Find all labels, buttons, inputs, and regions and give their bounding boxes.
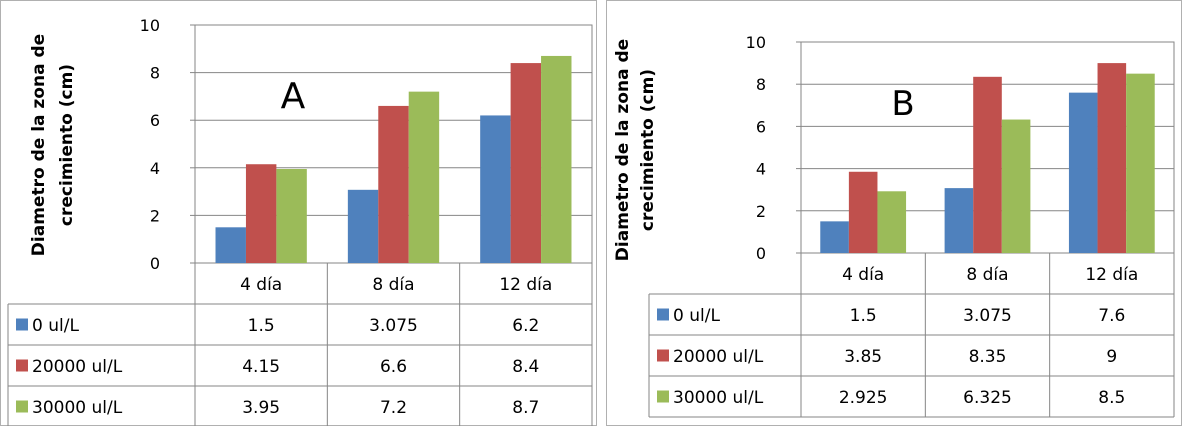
- chart-a-category-label: 8 día: [372, 275, 414, 295]
- chart-b-category-label: 8 día: [966, 265, 1008, 285]
- chart-b-data-label: 8.5: [1098, 388, 1125, 408]
- chart-b-legend-label: 20000 ul/L: [673, 347, 764, 367]
- chart-panel-b: 0 2 4 6 8 10 B Diametro de la zona de crecimient…: [606, 0, 1182, 426]
- chart-b-data-label: 1.5: [850, 306, 877, 326]
- chart-a-category-label: 12 día: [499, 275, 552, 295]
- chart-b-bar: [877, 191, 907, 253]
- chart-b-bar: [1126, 73, 1155, 254]
- chart-a-legend-label: 0 ul/L: [32, 316, 79, 336]
- chart-a-data-label: 8.4: [512, 357, 539, 377]
- chart-a-legend-label: 30000 ul/L: [32, 398, 123, 418]
- chart-a-bar: [480, 115, 511, 263]
- chart-b-ylabel: Diametro de la zona de: [613, 39, 633, 261]
- chart-a-data-label: 7.2: [380, 398, 407, 418]
- chart-a-ytick-label: 10: [140, 16, 160, 35]
- chart-b-ytick-label: 2: [756, 202, 766, 221]
- chart-b-bar: [1001, 119, 1031, 253]
- chart-b-panel-label: B: [891, 84, 914, 124]
- chart-b-bar: [973, 76, 1002, 253]
- chart-b-ytick-label: 10: [746, 33, 766, 52]
- chart-a-legend-swatch: [16, 318, 28, 331]
- chart-b-data-label: 6.325: [963, 388, 1012, 408]
- chart-b-ytick-label: 0: [756, 244, 766, 263]
- chart-b-svg: 0 2 4 6 8 10 B Diametro de la zona de crecimient…: [606, 0, 1182, 426]
- chart-a-data-label: 3.95: [242, 398, 280, 418]
- chart-b-legend-label: 30000 ul/L: [673, 388, 764, 408]
- chart-a-bar: [510, 63, 542, 263]
- chart-a-ytick-label: 4: [150, 159, 160, 178]
- chart-a-panel-label: A: [281, 76, 306, 117]
- chart-b-bar: [848, 171, 878, 253]
- chart-b-bar: [820, 221, 849, 253]
- chart-a-category-label: 4 día: [240, 275, 282, 295]
- chart-b-ylabel: crecimiento (cm): [638, 69, 658, 231]
- chart-a-legend-swatch: [16, 400, 28, 413]
- chart-a-data-label: 4.15: [242, 357, 280, 377]
- chart-b-bar: [1097, 63, 1127, 253]
- chart-a-ylabel: Diametro de la zona de: [29, 34, 49, 256]
- chart-a-ytick-label: 2: [150, 206, 160, 225]
- chart-b-legend-label: 0 ul/L: [673, 306, 720, 326]
- chart-b-legend-swatch: [657, 390, 669, 403]
- chart-a-bar: [347, 189, 379, 263]
- chart-b-legend-swatch: [657, 349, 669, 362]
- chart-a-data-label: 8.7: [512, 398, 539, 418]
- chart-b-ytick-label: 4: [756, 160, 766, 179]
- chart-a-ytick-label: 6: [150, 111, 160, 130]
- chart-a-legend-label: 20000 ul/L: [32, 357, 123, 377]
- chart-b-data-label: 3.85: [844, 347, 882, 367]
- chart-b-bar: [944, 188, 974, 253]
- chart-a-ytick-label: 0: [150, 254, 160, 273]
- chart-a-data-label: 1.5: [248, 316, 275, 336]
- chart-a-ylabel: crecimiento (cm): [57, 64, 77, 226]
- chart-panel-a: 0 2 4 6 8 10 A Diametro de la zona de crecimient…: [0, 0, 597, 426]
- chart-a-ytick-label: 8: [150, 64, 160, 83]
- chart-b-legend-swatch: [657, 308, 669, 321]
- chart-b-ytick-label: 8: [756, 75, 766, 94]
- chart-b-data-label: 8.35: [969, 347, 1007, 367]
- chart-a-data-label: 6.6: [380, 357, 407, 377]
- chart-a-bar: [245, 164, 277, 263]
- chart-b-category-label: 12 día: [1085, 265, 1138, 285]
- chart-a-bar: [408, 91, 440, 263]
- chart-a-bar: [378, 105, 409, 263]
- chart-a-bar: [541, 55, 572, 263]
- chart-a-bar: [215, 227, 246, 263]
- chart-b-data-label: 7.6: [1098, 306, 1125, 326]
- chart-b-data-label: 9: [1106, 347, 1117, 367]
- chart-b-bar: [1068, 92, 1098, 253]
- chart-a-bar: [276, 168, 307, 263]
- chart-b-ytick-label: 6: [756, 117, 766, 136]
- chart-a-legend-swatch: [16, 359, 28, 372]
- chart-a-data-label: 6.2: [512, 316, 539, 336]
- chart-b-category-label: 4 día: [842, 265, 884, 285]
- chart-a-data-label: 3.075: [369, 316, 418, 336]
- chart-a-svg: 0 2 4 6 8 10 A Diametro de la zona de crecimient…: [0, 0, 597, 426]
- chart-b-data-label: 2.925: [839, 388, 888, 408]
- chart-b-data-label: 3.075: [963, 306, 1012, 326]
